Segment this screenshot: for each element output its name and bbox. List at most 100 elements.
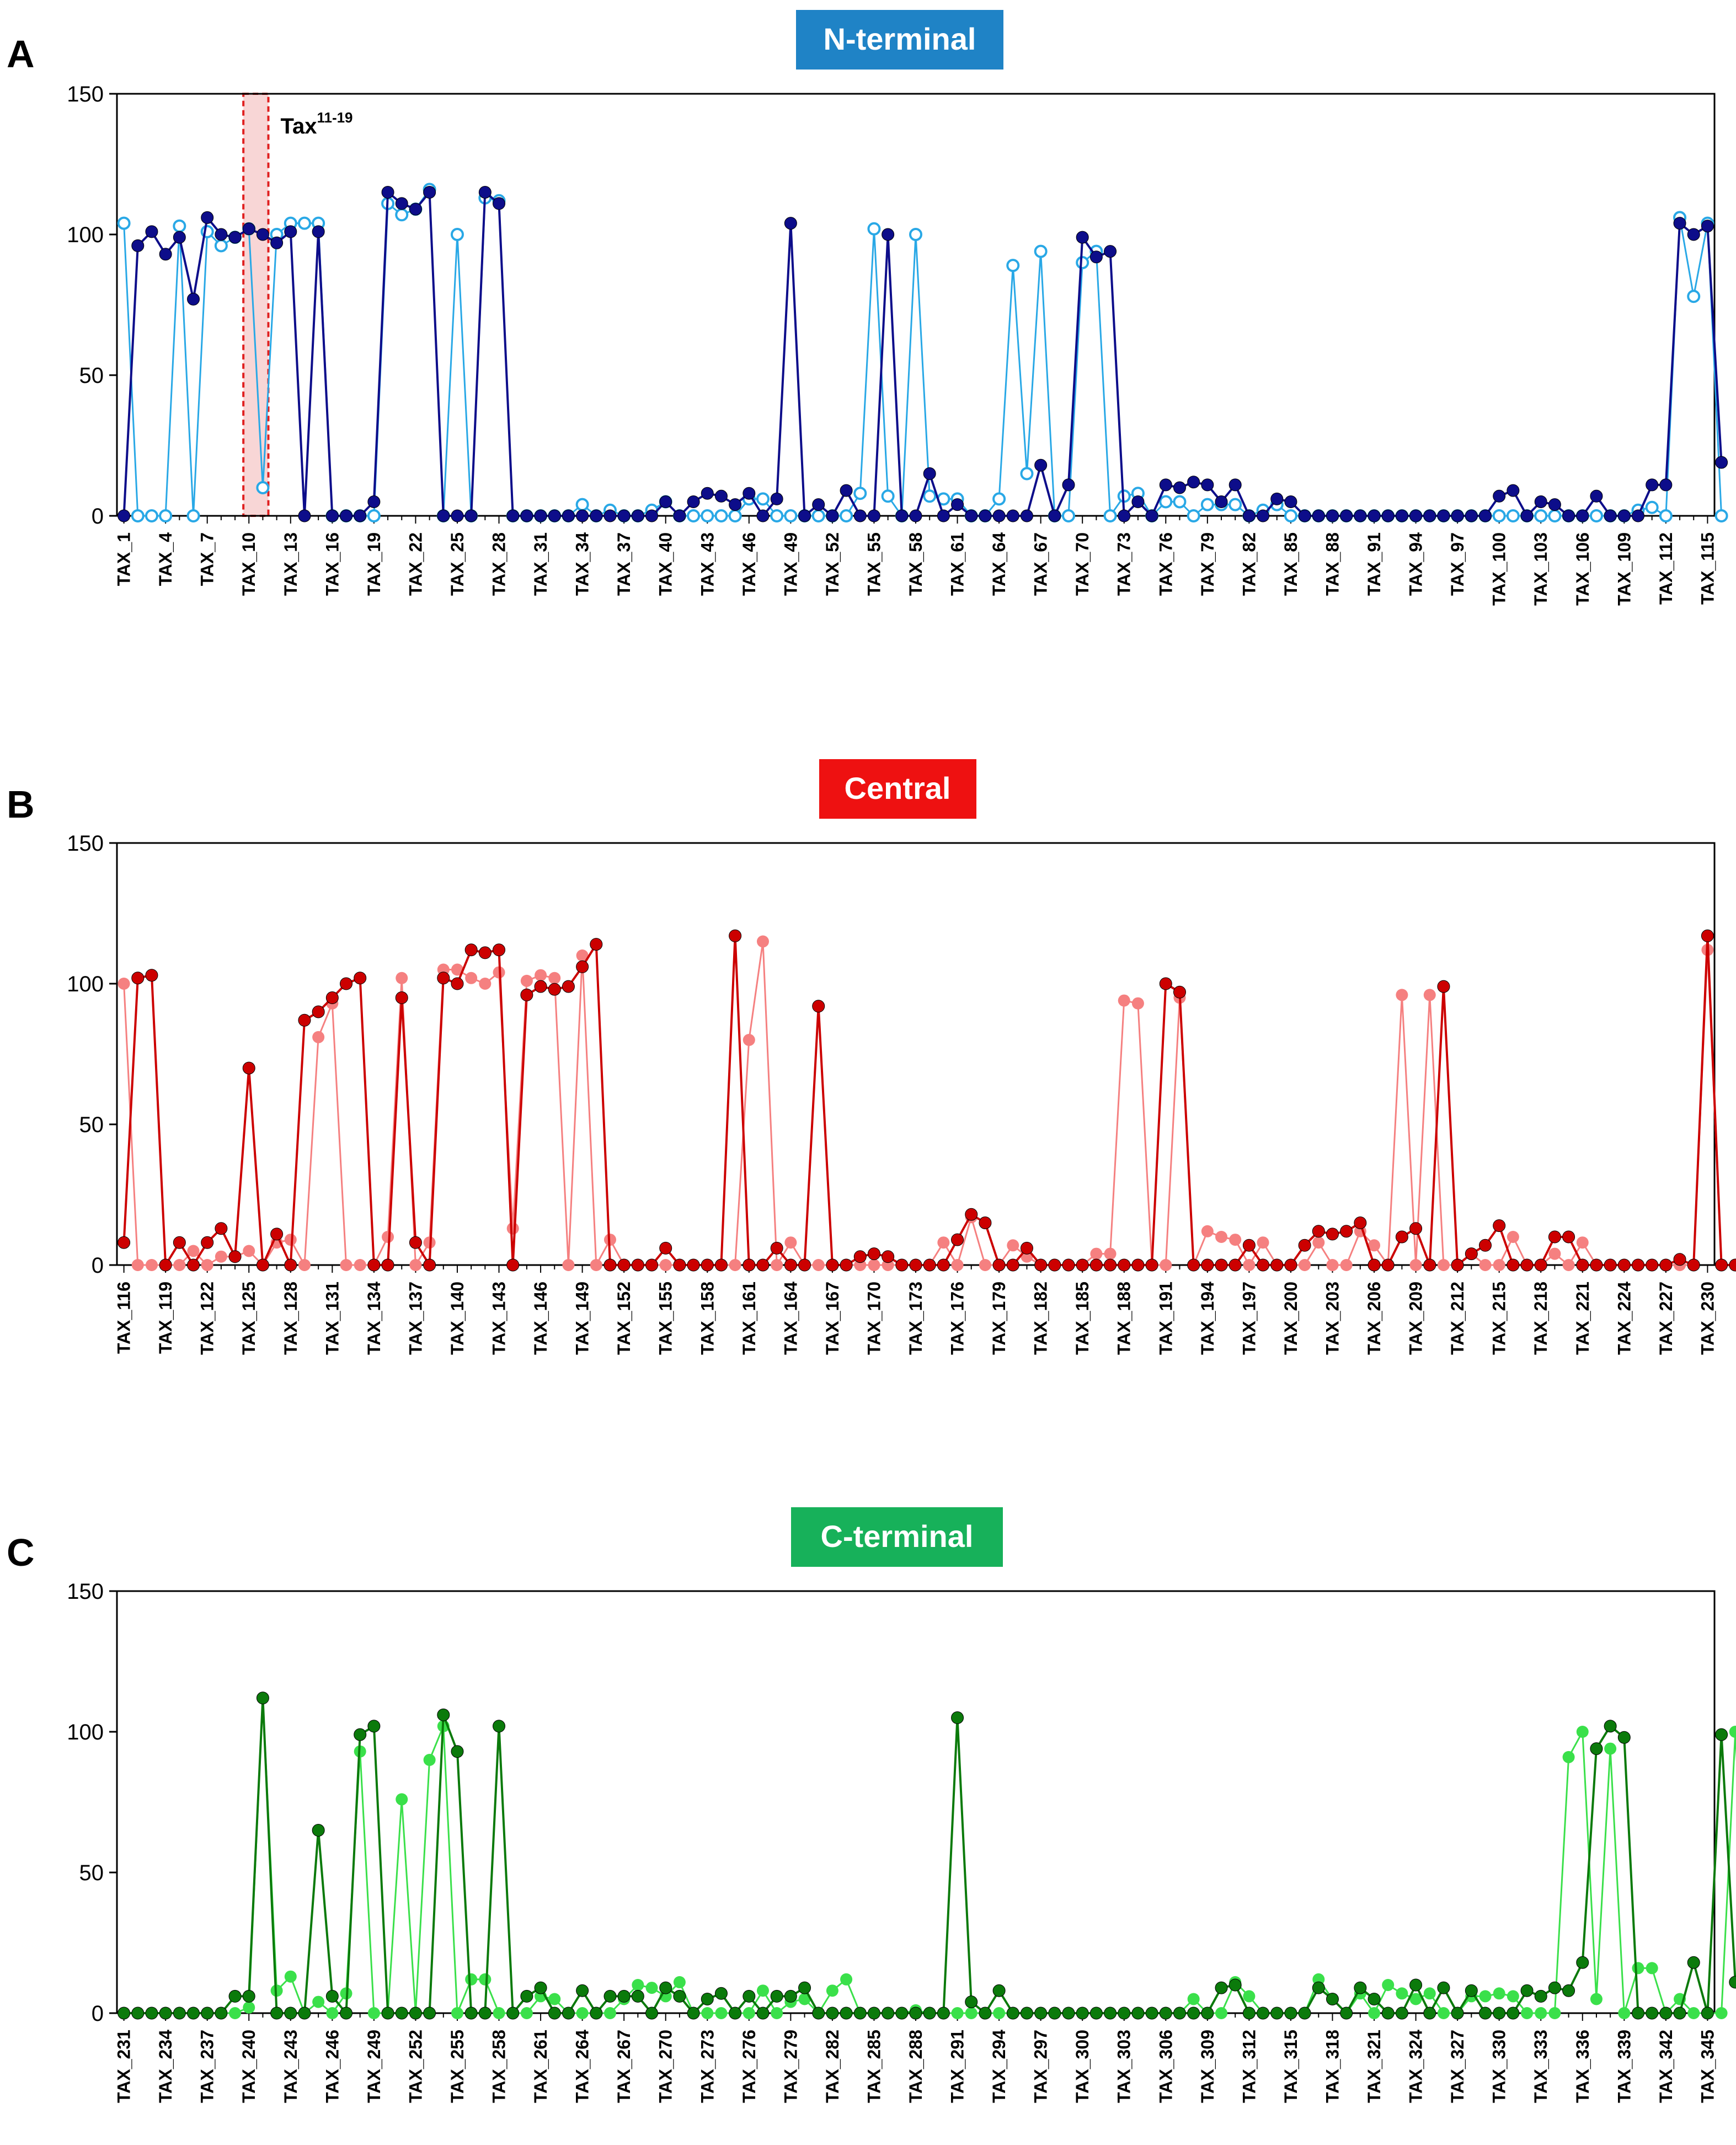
data-point-secondary-tax_170 xyxy=(868,1259,880,1271)
data-point-primary-tax_165 xyxy=(798,1258,811,1272)
data-point-primary-tax_332 xyxy=(1520,1984,1534,1997)
data-point-primary-tax_53 xyxy=(840,484,853,497)
data-point-primary-tax_312 xyxy=(1242,2007,1256,2020)
data-point-secondary-tax_85 xyxy=(1284,509,1297,522)
data-point-primary-tax_216 xyxy=(1507,1258,1520,1272)
panel-letter-c: C xyxy=(7,1531,35,1574)
data-point-secondary-tax_202 xyxy=(1312,1236,1325,1249)
x-tick-label: TAX_203 xyxy=(1322,1282,1342,1355)
data-point-primary-tax_153 xyxy=(631,1258,644,1272)
data-point-primary-tax_197 xyxy=(1242,1239,1256,1252)
data-point-primary-tax_252 xyxy=(409,2007,422,2020)
data-point-primary-tax_49 xyxy=(784,217,797,230)
data-point-primary-tax_343 xyxy=(1673,2007,1686,2020)
data-point-primary-tax_56 xyxy=(882,228,895,241)
data-point-primary-tax_231 xyxy=(1715,1258,1728,1272)
data-point-secondary-tax_340 xyxy=(1632,1962,1644,1975)
data-point-primary-tax_239 xyxy=(228,1989,242,2003)
data-point-primary-tax_177 xyxy=(965,1208,978,1221)
data-point-primary-tax_154 xyxy=(645,1258,659,1272)
data-point-primary-tax_73 xyxy=(1118,509,1131,522)
x-tick-label: TAX_140 xyxy=(447,1282,467,1355)
data-point-primary-tax_283 xyxy=(840,2007,853,2020)
x-tick-label: TAX_125 xyxy=(239,1282,259,1355)
data-point-primary-tax_286 xyxy=(882,2007,895,2020)
data-point-secondary-tax_334 xyxy=(1548,2007,1561,2019)
data-point-primary-tax_291 xyxy=(951,1711,964,1724)
x-tick-label: TAX_40 xyxy=(656,532,676,596)
data-point-secondary-tax_65 xyxy=(1006,259,1020,273)
data-point-primary-tax_30 xyxy=(520,509,533,522)
data-point-secondary-tax_176 xyxy=(951,1259,964,1271)
data-point-primary-tax_70 xyxy=(1076,231,1089,244)
x-tick-label: TAX_31 xyxy=(531,532,551,596)
data-point-secondary-tax_339 xyxy=(1618,2007,1631,2019)
data-point-primary-tax_238 xyxy=(215,2007,228,2020)
data-point-primary-tax_157 xyxy=(687,1258,700,1272)
x-tick-label: TAX_285 xyxy=(864,2030,884,2103)
data-point-primary-tax_314 xyxy=(1270,2007,1284,2020)
data-point-primary-tax_158 xyxy=(701,1258,714,1272)
data-point-secondary-tax_132 xyxy=(340,1259,352,1271)
data-point-primary-tax_194 xyxy=(1201,1258,1214,1272)
data-point-secondary-tax_175 xyxy=(937,1236,950,1249)
x-tick-label: TAX_273 xyxy=(697,2030,717,2103)
data-point-primary-tax_258 xyxy=(493,1720,506,1733)
x-tick-label: TAX_115 xyxy=(1697,532,1717,605)
data-point-primary-tax_305 xyxy=(1145,2007,1158,2020)
x-tick-label: TAX_336 xyxy=(1573,2030,1593,2103)
x-tick-label: TAX_13 xyxy=(281,532,301,596)
data-point-secondary-tax_310 xyxy=(1215,2007,1228,2019)
data-point-secondary-tax_42 xyxy=(687,509,701,522)
data-point-primary-tax_80 xyxy=(1215,495,1228,508)
data-point-primary-tax_191 xyxy=(1159,977,1172,990)
data-point-primary-tax_145 xyxy=(520,988,533,1001)
x-tick-label: TAX_116 xyxy=(114,1282,134,1354)
data-point-primary-tax_180 xyxy=(1006,1258,1019,1272)
data-point-secondary-tax_178 xyxy=(979,1259,991,1271)
data-point-primary-tax_304 xyxy=(1131,2007,1145,2020)
data-point-secondary-tax_239 xyxy=(229,2007,242,2019)
data-point-primary-tax_119 xyxy=(159,1258,172,1272)
data-point-secondary-tax_120 xyxy=(173,1259,186,1271)
data-point-secondary-tax_331 xyxy=(1507,1990,1519,2003)
data-point-secondary-tax_249 xyxy=(367,2007,380,2019)
data-point-primary-tax_319 xyxy=(1340,2007,1353,2020)
x-tick-label: TAX_212 xyxy=(1447,1282,1467,1355)
data-point-primary-tax_108 xyxy=(1604,509,1617,522)
data-point-primary-tax_246 xyxy=(325,1989,339,2003)
data-point-primary-tax_6 xyxy=(187,292,200,306)
data-point-primary-tax_267 xyxy=(617,1989,631,2003)
data-point-primary-tax_151 xyxy=(603,1258,617,1272)
data-point-secondary-tax_162 xyxy=(756,935,769,948)
data-point-primary-tax_84 xyxy=(1270,492,1284,505)
x-tick-label: TAX_327 xyxy=(1447,2030,1467,2103)
data-point-primary-tax_35 xyxy=(590,509,603,522)
data-point-secondary-tax_326 xyxy=(1437,2007,1450,2019)
data-point-primary-tax_289 xyxy=(923,2007,936,2020)
data-point-primary-tax_163 xyxy=(770,1241,783,1255)
x-tick-label: TAX_258 xyxy=(489,2030,509,2103)
data-point-primary-tax_256 xyxy=(464,2007,478,2020)
data-point-primary-tax_96 xyxy=(1437,509,1450,522)
data-point-primary-tax_166 xyxy=(812,1000,825,1013)
data-point-primary-tax_65 xyxy=(1006,509,1019,522)
x-tick-label: TAX_43 xyxy=(697,532,717,596)
data-point-primary-tax_128 xyxy=(284,1258,297,1272)
x-tick-label: TAX_291 xyxy=(948,2030,968,2103)
data-point-primary-tax_170 xyxy=(867,1247,880,1261)
data-point-primary-tax_78 xyxy=(1187,476,1200,489)
data-point-secondary-tax_146 xyxy=(535,969,547,981)
data-point-secondary-tax_148 xyxy=(562,1259,575,1271)
data-point-secondary-tax_135 xyxy=(382,1231,394,1243)
data-point-primary-tax_17 xyxy=(340,509,353,522)
data-point-secondary-tax_201 xyxy=(1299,1259,1311,1271)
x-tick-label: TAX_4 xyxy=(156,532,175,586)
data-point-primary-tax_205 xyxy=(1354,1216,1367,1229)
data-point-primary-tax_296 xyxy=(1020,2007,1033,2020)
data-point-primary-tax_61 xyxy=(951,498,964,511)
y-tick-label: 150 xyxy=(67,831,104,856)
x-tick-label: TAX_119 xyxy=(156,1282,175,1354)
data-point-primary-tax_133 xyxy=(354,972,367,985)
x-tick-label: TAX_309 xyxy=(1198,2030,1217,2103)
